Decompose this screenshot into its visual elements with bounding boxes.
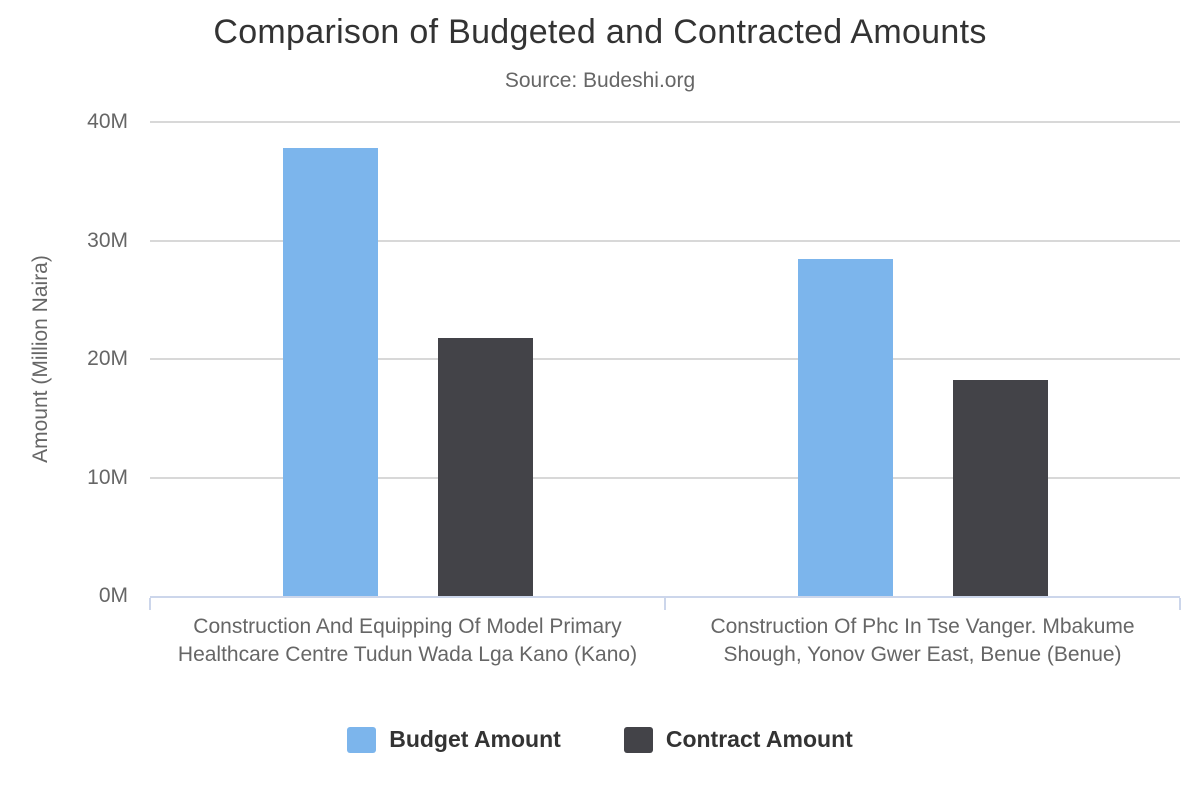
y-gridline: [150, 476, 1180, 479]
y-axis-tick-label: 0M: [98, 584, 128, 607]
legend-swatch-icon: [623, 726, 653, 753]
y-axis-tick-label: 20M: [87, 347, 128, 370]
x-axis-category-label: Construction And Equipping Of Model Prim…: [177, 615, 638, 666]
legend: Budget Amount Contract Amount: [0, 726, 1200, 753]
y-gridline: [150, 358, 1180, 360]
legend-swatch-icon: [347, 726, 377, 753]
plot-area: [150, 121, 1180, 598]
y-axis-tick-label: 10M: [87, 465, 128, 489]
bar-contract-amount[interactable]: [952, 380, 1048, 596]
x-axis-category-label: Construction Of Phc In Tse Vanger. Mbaku…: [710, 615, 1135, 666]
x-axis-tick: [149, 598, 151, 610]
bar-budget-amount[interactable]: [797, 259, 893, 596]
legend-item-contract-amount[interactable]: Contract Amount: [623, 726, 853, 753]
y-axis-tick-label: 30M: [87, 228, 128, 252]
legend-label: Contract Amount: [665, 726, 853, 752]
bar-contract-amount[interactable]: [437, 337, 533, 596]
x-axis-tick: [1179, 598, 1181, 610]
legend-label: Budget Amount: [389, 726, 561, 752]
y-axis-tick-label: 40M: [87, 110, 128, 133]
legend-item-budget-amount[interactable]: Budget Amount: [347, 726, 561, 753]
chart-subtitle: Source: Budeshi.org: [504, 69, 696, 92]
chart-title: Comparison of Budgeted and Contracted Am…: [213, 13, 987, 51]
y-gridline: [150, 239, 1180, 242]
bar-budget-amount[interactable]: [282, 148, 378, 596]
y-gridline: [150, 121, 1180, 123]
x-axis-tick: [664, 598, 666, 610]
